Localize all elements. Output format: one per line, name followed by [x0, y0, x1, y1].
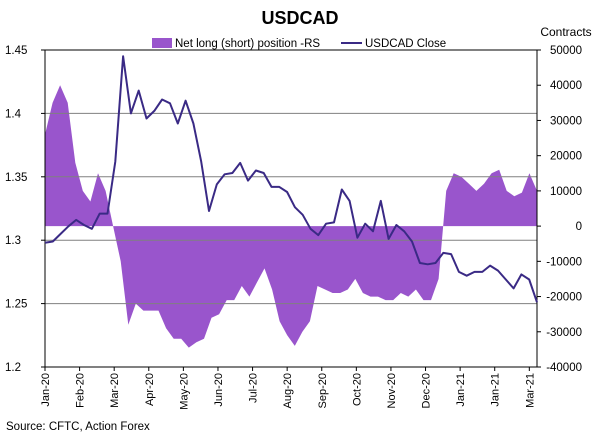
source-note: Source: CFTC, Action Forex	[6, 421, 150, 433]
legend-label-net-position: Net long (short) position -RS	[175, 38, 320, 50]
x-tick-label: Aug-20	[282, 373, 294, 408]
x-tick-label: Jan-21	[490, 373, 502, 407]
y-left-tick-label: 1.25	[5, 299, 27, 311]
x-tick-label: Mar-20	[109, 373, 121, 408]
chart-title: USDCAD	[261, 8, 338, 28]
y-right-tick-label: -30000	[546, 327, 582, 339]
x-tick-label: Nov-20	[386, 373, 398, 408]
y-left-tick-label: 1.2	[5, 362, 21, 374]
y-left-tick-label: 1.4	[5, 108, 22, 120]
y-right-tick-label: 40000	[550, 80, 582, 92]
x-tick-label: Mar-21	[524, 373, 536, 408]
x-tick-label: Jun-20	[213, 373, 225, 407]
y-right-tick-label: -40000	[546, 362, 582, 374]
y-left-tick-label: 1.35	[5, 172, 27, 184]
x-tick-label: Sep-20	[317, 373, 329, 408]
y-left-tick-label: 1.45	[5, 45, 27, 57]
legend-label-usdcad: USDCAD Close	[365, 38, 446, 50]
y-left-tick-label: 1.3	[5, 235, 21, 247]
y-right-tick-label: 0	[576, 221, 582, 233]
x-tick-label: Jan-20	[40, 373, 52, 407]
x-tick-label: Jan-21	[455, 373, 467, 407]
net-position-area	[45, 85, 537, 348]
plot-border	[44, 49, 538, 368]
plot-area: 1.45 1.4 1.35 1.3 1.25 1.2 50000 40000 30000 2000…	[5, 45, 582, 410]
y-right-tick-label: 30000	[550, 115, 582, 127]
y-right-tick-label: 20000	[550, 151, 582, 163]
x-tick-label: Jul-20	[248, 373, 260, 403]
x-tick-label: Oct-20	[351, 373, 363, 406]
x-tick-label: May-20	[178, 373, 190, 410]
x-tick-label: Feb-20	[75, 373, 87, 408]
y-right-tick-label: 50000	[550, 45, 582, 57]
y-right-tick-label: -20000	[546, 292, 582, 304]
usdcad-close-line	[44, 55, 538, 303]
x-tick-label: Dec-20	[421, 373, 433, 408]
y-right-tick-label: 10000	[550, 186, 582, 198]
right-axis-unit: Contracts	[540, 25, 591, 39]
legend-swatch-net-position	[152, 38, 172, 48]
y-right-tick-label: -10000	[546, 256, 582, 268]
x-tick-label: Apr-20	[144, 373, 156, 406]
